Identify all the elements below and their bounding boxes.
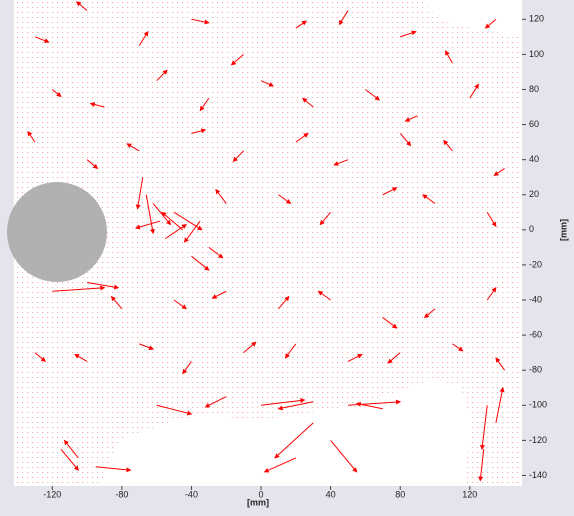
y-tick-label: -140 [529, 470, 547, 480]
x-tick-label: 80 [395, 489, 405, 499]
y-tick-label: -20 [529, 259, 542, 269]
y-tick-label: -80 [529, 365, 542, 375]
y-tick-label: 0 [529, 224, 534, 234]
x-tick-label: -40 [185, 489, 198, 499]
y-tick-label: 60 [529, 119, 539, 129]
x-tick-label: -80 [115, 489, 128, 499]
y-axis-title: [mm] [558, 219, 568, 241]
y-tick-label: -60 [529, 329, 542, 339]
y-tick-label: 20 [529, 189, 539, 199]
page: {"chart_data": {"type": "quiver", "color… [0, 0, 574, 516]
y-tick-label: -100 [529, 400, 547, 410]
y-tick-label: 120 [529, 14, 544, 24]
chart: [mm] [mm] -120-80-4004080120120100806040… [0, 0, 574, 516]
mask-circle [7, 182, 107, 282]
y-tick-label: -40 [529, 294, 542, 304]
x-tick-label: 40 [326, 489, 336, 499]
x-tick-label: -120 [43, 489, 61, 499]
x-tick-label: 120 [462, 489, 477, 499]
y-tick-label: 80 [529, 84, 539, 94]
y-tick-label: 40 [529, 154, 539, 164]
y-tick-label: -120 [529, 435, 547, 445]
x-tick-label: 0 [259, 489, 264, 499]
y-tick-label: 100 [529, 49, 544, 59]
